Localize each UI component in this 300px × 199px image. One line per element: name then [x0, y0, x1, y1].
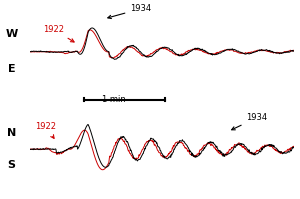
- Text: 1934: 1934: [232, 113, 268, 130]
- Text: 1922: 1922: [35, 122, 56, 138]
- Text: E: E: [8, 64, 15, 74]
- Text: 1934: 1934: [108, 4, 152, 19]
- Text: 1 min: 1 min: [102, 95, 126, 104]
- Text: 1922: 1922: [43, 25, 74, 42]
- Text: N: N: [7, 128, 16, 138]
- Text: W: W: [5, 29, 18, 39]
- Text: S: S: [8, 160, 16, 170]
